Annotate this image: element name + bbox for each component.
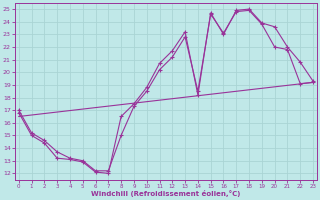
X-axis label: Windchill (Refroidissement éolien,°C): Windchill (Refroidissement éolien,°C) [91, 190, 241, 197]
